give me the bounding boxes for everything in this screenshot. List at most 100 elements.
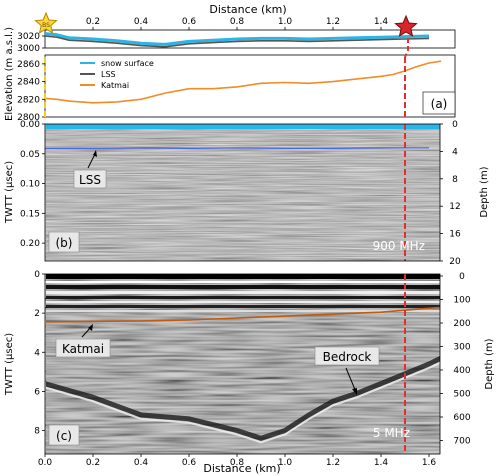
x-tick-label: 0.4 [134,458,149,468]
x-tick-label: 1.2 [326,458,340,468]
panel-b-y-label: TWTT (µsec) [4,161,15,224]
panel-b-label-box [48,231,80,253]
depth-tick-label: 8 [452,175,458,185]
x-tick-label: 0.4 [134,17,149,27]
panel-a-label-box [422,91,456,115]
surface-band [45,296,440,299]
y-tick-label: 6 [34,387,40,397]
y-tick-label: 8 [34,427,40,437]
legend-label-lss: LSS [101,70,116,79]
panel-c-x-label: Distance (km) [203,462,280,475]
legend-label-snow: snow surface [101,59,154,68]
panel-c: 0.0 0.2 0.4 0.6 0.8 1.0 1.2 1.4 1.6 0 2 4 6 8 0 100 20… [4,270,495,475]
panel-c-katmai-horizon [45,306,440,323]
depth-tick-label: 16 [449,230,461,240]
end-star-icon [394,14,418,37]
panel-b-lss-annotation: LSS [73,150,107,189]
y-tick-label: 0.20 [20,239,40,249]
panel-c-y-label: TWTT (µsec) [4,333,15,396]
x-tick-label: 0.8 [230,458,245,468]
panel-c-x-ticks: 0.0 0.2 0.4 0.6 0.8 1.0 1.2 1.4 1.6 [38,454,437,468]
panel-b-snow-surface [45,124,440,129]
x-tick-label: 0.6 [182,458,197,468]
depth-tick-label: 100 [453,296,470,306]
legend-label-katmai: Katmai [101,81,129,90]
surface-band [45,274,440,279]
x-tick-label: 1.2 [326,17,340,27]
depth-tick-label: 4 [452,147,458,157]
panel-c-bedrock-reflection-light [45,361,440,444]
surface-band [45,301,440,303]
katmai-annotation: Katmai [62,342,104,356]
depth-tick-label: 500 [453,390,470,400]
panel-a-label: (a) [431,97,448,111]
top-distance-label: Distance (km) [209,3,286,16]
start-star-icon [34,11,58,34]
y-tick-label: 2840 [17,78,40,88]
surface-band [45,305,440,308]
panel-b-label: (b) [56,236,73,250]
x-tick-label: 1.4 [374,17,389,27]
y-tick-label: 0.00 [20,120,40,130]
panel-b-y-ticks: 0.00 0.05 0.10 0.15 0.20 [20,120,45,249]
start-star-label: BS [42,22,50,29]
panel-a-x-ticks: 0.2 0.4 0.6 0.8 1.0 1.2 1.4 [86,17,389,30]
panel-a-lines [44,32,442,117]
y-tick-label: 3020 [17,32,40,42]
x-tick-label: 0.8 [230,17,245,27]
x-tick-label: 0.2 [86,458,100,468]
panel-b-lss-horizon [45,147,429,150]
depth-tick-label: 0 [459,272,465,282]
x-tick-label: 0.0 [38,458,53,468]
x-tick-label: 1.4 [374,458,389,468]
panel-c-bedrock-annotation: Bedrock [314,346,380,395]
start-star-marker: BS [34,11,58,34]
panel-a-legend: snow surface LSS Katmai [80,59,154,90]
panel-a-upper-axes [44,29,456,49]
x-tick-label: 0.6 [182,17,197,27]
y-tick-label: 2820 [17,95,40,105]
series-line-snow-surface [44,32,430,46]
series-line-lss [44,35,430,48]
depth-tick-label: 200 [453,319,470,329]
surface-band [45,291,440,294]
end-star-marker [394,14,418,37]
bedrock-arrow-head [352,388,357,395]
panel-b-frequency: 900 MHz [373,239,425,253]
surface-band [45,281,440,283]
x-tick-label: 0.2 [86,17,100,27]
panel-b-depth-ticks: 0 4 8 12 16 20 [440,120,461,267]
depth-tick-label: 400 [453,366,470,376]
bedrock-annotation: Bedrock [323,350,372,364]
bedrock-label-box [314,346,380,366]
panel-c-y-ticks: 0 2 4 6 8 [34,270,45,437]
katmai-arrow-head [88,324,93,331]
surface-band [45,285,440,289]
panel-a-red-connector [404,38,409,58]
katmai-label-box [55,338,111,358]
x-tick-label: 1.0 [278,458,293,468]
depth-tick-label: 600 [453,413,470,423]
bedrock-arrow [345,367,357,393]
lss-label-box [73,169,107,189]
y-tick-label: 2860 [17,60,40,70]
x-tick-label: 1.6 [422,458,437,468]
surface-band [45,310,440,312]
y-tick-label: 2 [34,309,40,319]
panel-b-radargram [45,124,440,261]
panel-c-katmai-annotation: Katmai [55,324,111,358]
panel-c-label-box [48,424,80,446]
lss-arrow-head [93,150,97,157]
panel-a-y-label: Elevation (m a.s.l.) [4,27,15,121]
depth-tick-label: 12 [449,202,460,212]
panel-c-label: (c) [56,429,72,443]
panel-b-depth-label: Depth (m) [479,166,490,217]
panel-a-y-ticks: 3020 3000 2860 2840 2820 2800 [17,32,45,123]
y-tick-label: 0.10 [20,180,40,190]
x-tick-label: 1.0 [278,17,293,27]
y-tick-label: 2800 [17,113,40,123]
panel-c-axes [44,273,441,455]
panel-c-depth-label: Depth (m) [484,338,495,389]
panel-a: Distance (km) 0.2 0.4 0.6 0.8 1.0 1.2 1.4 3020… [4,3,456,123]
panel-c-frequency: 5 MHz [373,426,410,440]
